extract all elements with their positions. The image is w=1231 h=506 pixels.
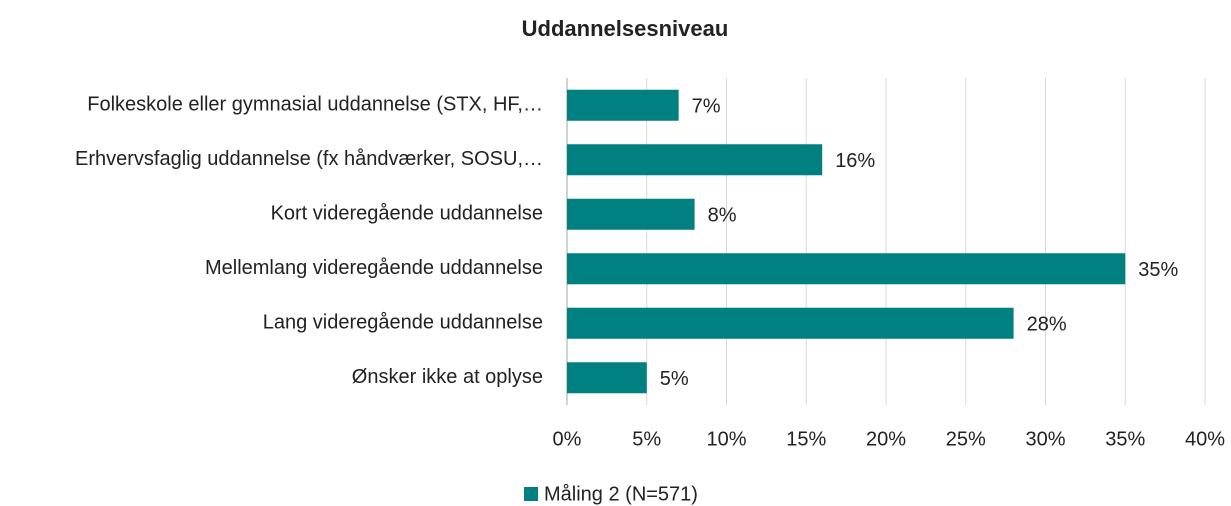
bar	[567, 144, 823, 176]
data-label: 16%	[835, 150, 875, 172]
data-label: 8%	[708, 205, 737, 227]
chart-title: Uddannelsesniveau	[522, 16, 729, 41]
x-tick-label: 40%	[1185, 428, 1225, 450]
y-tick-label: Erhvervsfaglig uddannelse (fx håndværker…	[75, 148, 543, 170]
legend-swatch	[524, 487, 538, 501]
bar	[567, 253, 1126, 285]
x-tick-label: 10%	[706, 428, 746, 450]
bar	[567, 362, 647, 394]
x-tick-label: 0%	[553, 428, 582, 450]
y-tick-label: Mellemlang videregående uddannelse	[205, 257, 543, 279]
y-tick-label: Ønsker ikke at oplyse	[352, 366, 543, 388]
bar	[567, 89, 679, 121]
data-label: 7%	[692, 96, 721, 118]
data-label: 35%	[1138, 259, 1178, 281]
x-tick-label: 25%	[946, 428, 986, 450]
x-tick-label: 35%	[1105, 428, 1145, 450]
data-label: 28%	[1027, 314, 1067, 336]
bar	[567, 307, 1014, 339]
y-tick-label: Lang videregående uddannelse	[263, 312, 543, 334]
y-tick-label: Kort videregående uddannelse	[271, 203, 543, 225]
x-tick-label: 20%	[866, 428, 906, 450]
y-tick-label: Folkeskole eller gymnasial uddannelse (S…	[87, 94, 543, 116]
x-tick-label: 30%	[1025, 428, 1065, 450]
legend-label: Måling 2 (N=571)	[544, 483, 698, 505]
bar	[567, 198, 695, 230]
data-label: 5%	[660, 368, 689, 390]
x-tick-label: 15%	[786, 428, 826, 450]
x-tick-label: 5%	[632, 428, 661, 450]
